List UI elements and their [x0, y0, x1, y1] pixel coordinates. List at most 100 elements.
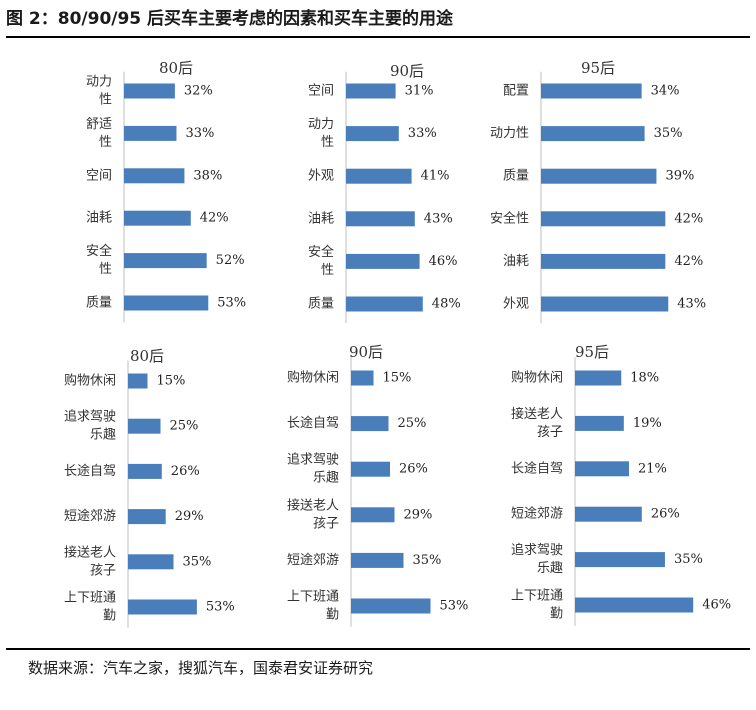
chart-title: 90后	[390, 62, 424, 80]
category-label: 追求驾驶乐趣	[511, 542, 563, 576]
category-label: 安全性	[308, 244, 334, 278]
bar	[575, 597, 694, 613]
value-label: 35%	[413, 553, 442, 568]
bar	[124, 168, 185, 184]
bar	[575, 552, 665, 568]
bottom-rule	[6, 648, 750, 650]
value-label: 46%	[429, 254, 458, 269]
bar	[346, 83, 396, 99]
category-label: 长途自驾	[287, 415, 339, 431]
category-label: 短途郊游	[511, 506, 563, 522]
value-label: 53%	[217, 296, 246, 311]
value-label: 42%	[674, 211, 703, 226]
value-label: 25%	[398, 416, 427, 431]
bar	[541, 168, 657, 184]
bar	[124, 125, 177, 141]
bar	[346, 126, 399, 142]
bar	[541, 83, 642, 99]
bar	[128, 418, 161, 434]
category-label: 安全性	[490, 210, 529, 226]
value-label: 48%	[432, 297, 461, 312]
value-label: 31%	[405, 84, 434, 99]
category-label: 购物休闲	[511, 370, 563, 386]
bar	[124, 83, 175, 99]
value-label: 43%	[424, 211, 453, 226]
category-label: 外观	[503, 297, 529, 312]
category-label: 接送老人孩子	[511, 406, 563, 440]
category-label: 追求驾驶乐趣	[287, 452, 339, 486]
category-label: 油耗	[308, 211, 334, 226]
category-label: 舒适性	[86, 117, 112, 150]
category-label: 质量	[503, 169, 529, 184]
category-label: 购物休闲	[287, 370, 339, 386]
value-label: 43%	[677, 297, 706, 312]
value-label: 25%	[170, 419, 199, 434]
bar	[124, 210, 191, 226]
figure-source: 数据来源：汽车之家，搜狐汽车，国泰君安证券研究	[28, 659, 374, 677]
top-rule	[6, 36, 750, 38]
value-label: 34%	[651, 84, 680, 99]
value-label: 38%	[193, 168, 222, 183]
category-label: 配置	[503, 84, 529, 99]
bar	[541, 126, 645, 142]
value-label: 35%	[654, 126, 683, 141]
category-label: 动力性	[490, 126, 529, 141]
value-label: 53%	[206, 600, 235, 615]
bar	[541, 253, 666, 269]
value-label: 46%	[702, 598, 731, 613]
bar	[575, 461, 629, 477]
category-label: 长途自驾	[64, 463, 116, 479]
category-label: 上下班通勤	[64, 591, 116, 624]
category-label: 短途郊游	[64, 508, 116, 524]
value-label: 33%	[408, 126, 437, 141]
chart-title: 95后	[581, 59, 615, 77]
category-label: 空间	[86, 168, 112, 183]
bar	[351, 507, 395, 523]
value-label: 15%	[383, 371, 412, 386]
category-label: 质量	[308, 297, 334, 312]
category-label: 安全性	[86, 243, 112, 277]
category-label: 空间	[308, 84, 334, 99]
bar	[346, 296, 423, 312]
value-label: 35%	[183, 554, 212, 569]
bar	[128, 463, 162, 479]
category-label: 动力性	[86, 75, 112, 108]
bar	[541, 211, 666, 227]
bar	[351, 552, 404, 568]
bar	[128, 509, 166, 525]
value-label: 53%	[440, 599, 469, 614]
value-label: 35%	[674, 552, 703, 567]
bar	[124, 253, 207, 269]
value-label: 32%	[184, 84, 213, 99]
bar	[346, 168, 412, 184]
category-label: 接送老人孩子	[287, 497, 339, 531]
category-label: 质量	[86, 296, 112, 311]
bar	[541, 296, 669, 312]
category-label: 外观	[308, 169, 334, 184]
category-label: 上下班通勤	[287, 590, 339, 623]
bar	[351, 598, 431, 614]
value-label: 52%	[216, 253, 245, 268]
category-label: 动力性	[308, 117, 334, 150]
bar	[575, 506, 642, 522]
bar	[128, 599, 197, 615]
value-label: 21%	[638, 461, 667, 476]
figure-title: 图 2：80/90/95 后买车主要考虑的因素和买车主要的用途	[6, 9, 454, 29]
category-label: 油耗	[503, 254, 529, 269]
value-label: 41%	[421, 169, 450, 184]
value-label: 39%	[665, 169, 694, 184]
bar	[351, 416, 389, 432]
chart-title: 80后	[130, 347, 164, 365]
value-label: 42%	[200, 211, 229, 226]
category-label: 上下班通勤	[511, 589, 563, 622]
value-label: 26%	[171, 464, 200, 479]
bar	[124, 295, 209, 311]
category-label: 接送老人孩子	[64, 544, 116, 578]
category-label: 短途郊游	[287, 552, 339, 568]
